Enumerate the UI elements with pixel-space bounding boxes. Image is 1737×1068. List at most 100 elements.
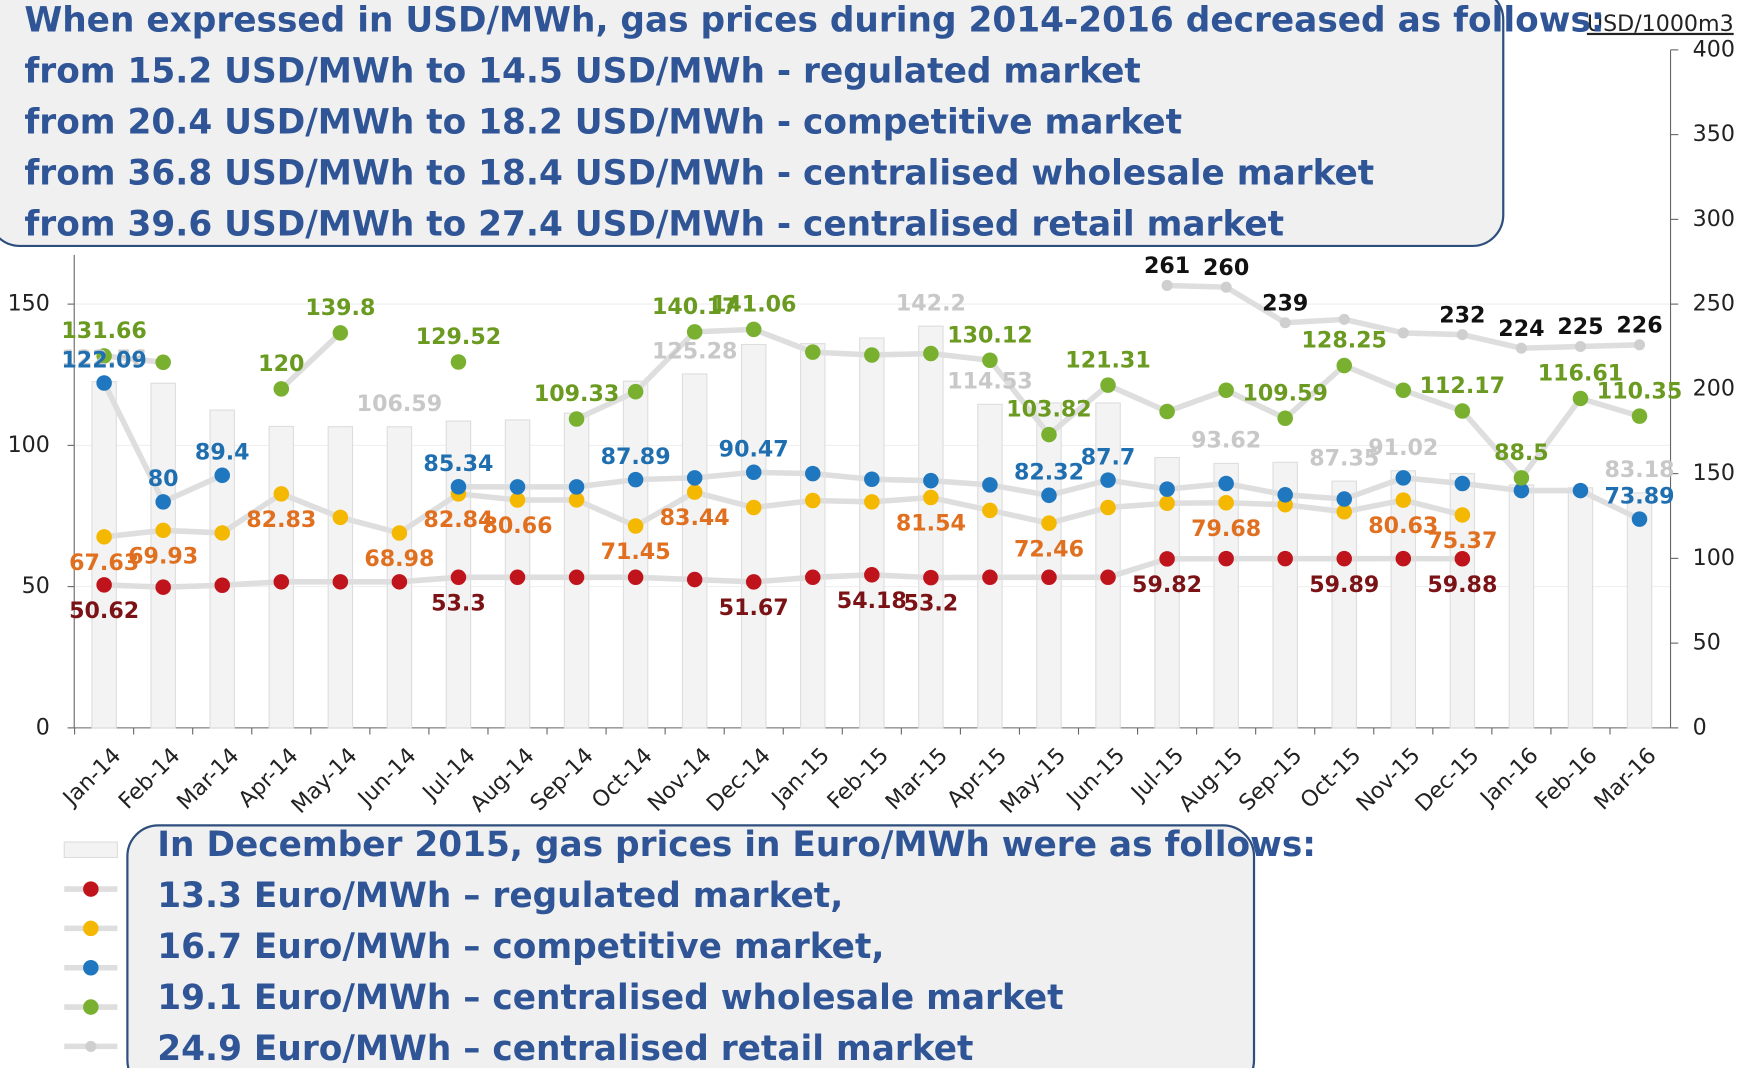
point — [1100, 499, 1116, 516]
data-label: 260 — [1203, 255, 1249, 281]
point — [1631, 408, 1648, 424]
series-line — [103, 489, 1464, 540]
y-tick-label: 50 — [22, 573, 50, 599]
data-label: 82.32 — [1014, 460, 1084, 486]
point — [450, 479, 467, 495]
point — [214, 577, 230, 593]
point — [273, 486, 290, 502]
point — [1336, 550, 1353, 567]
data-label: 83.18 — [1604, 457, 1674, 483]
point — [273, 381, 290, 397]
point — [568, 411, 585, 427]
data-label: 112.17 — [1420, 373, 1505, 399]
data-label: 53.3 — [431, 590, 486, 616]
data-label: 109.59 — [1242, 380, 1327, 406]
point — [1336, 491, 1353, 507]
x-tick-label: Jan-16 — [1474, 743, 1544, 813]
data-label: 83.44 — [660, 505, 730, 531]
x-tick-label: Mar-15 — [881, 743, 953, 816]
x-tick-label: Jun-14 — [352, 743, 422, 813]
y2-axis-label: USD/1000m3 — [1587, 11, 1734, 37]
point — [214, 467, 230, 484]
bar — [918, 325, 944, 729]
y-tick-label: 100 — [8, 432, 50, 458]
data-label: 224 — [1498, 316, 1544, 342]
point — [1041, 569, 1057, 586]
point — [1336, 357, 1353, 374]
point — [923, 569, 939, 586]
point — [96, 577, 112, 593]
bottom-note-line: In December 2015, gas prices in Euro/MWh… — [157, 825, 1316, 865]
top-note-box — [0, 0, 1505, 248]
point — [1574, 340, 1587, 353]
data-label: 120 — [258, 351, 304, 377]
bottom-note-line: 19.1 Euro/MWh – centralised wholesale ma… — [157, 978, 1063, 1018]
data-label: 69.93 — [128, 543, 198, 569]
data-label: 226 — [1616, 312, 1662, 338]
x-tick-label: Jan-14 — [57, 743, 127, 813]
point — [1336, 504, 1353, 520]
y2-tick-label: 150 — [1693, 460, 1735, 486]
point — [1454, 475, 1471, 492]
data-label: 82.83 — [246, 507, 316, 533]
data-label: 53.2 — [904, 591, 959, 617]
data-label: 121.31 — [1065, 347, 1150, 373]
top-note-line: from 15.2 USD/MWh to 14.5 USD/MWh - regu… — [24, 52, 1140, 92]
data-label: 80.66 — [482, 513, 552, 539]
data-label: 59.88 — [1427, 572, 1497, 598]
point — [1277, 487, 1293, 503]
point — [745, 574, 762, 590]
x-tick-label: Aug-14 — [465, 743, 540, 818]
point — [568, 479, 585, 495]
legend-marker — [83, 920, 99, 937]
x-tick-label: Nov-14 — [643, 743, 717, 817]
bar — [150, 382, 176, 729]
point — [1277, 410, 1293, 427]
x-tick-label: Dec-14 — [702, 743, 776, 817]
data-label: 139.8 — [305, 295, 375, 321]
data-label: 106.59 — [357, 391, 442, 417]
point — [1513, 482, 1530, 499]
point — [627, 569, 644, 586]
point — [1041, 487, 1057, 504]
bar — [1036, 402, 1062, 729]
point — [273, 574, 290, 590]
bar — [859, 337, 885, 729]
point — [568, 569, 585, 586]
y2-tick-label: 350 — [1693, 121, 1735, 147]
data-label: 109.33 — [534, 381, 619, 407]
point — [923, 489, 939, 506]
data-label: 59.82 — [1132, 572, 1202, 598]
data-label: 91.02 — [1368, 435, 1438, 461]
legend-swatch — [63, 841, 118, 859]
data-label: 128.25 — [1302, 328, 1387, 354]
point — [627, 383, 644, 400]
data-label: 51.67 — [719, 595, 789, 621]
point — [1218, 475, 1234, 492]
point — [1454, 550, 1471, 567]
point — [155, 579, 171, 595]
y2-tick-label: 250 — [1693, 291, 1735, 317]
legend-marker — [83, 881, 99, 897]
point — [982, 569, 998, 586]
y2-tick-label: 400 — [1693, 36, 1735, 62]
point — [982, 352, 998, 369]
data-label: 68.98 — [364, 546, 434, 572]
x-tick-label: Aug-15 — [1174, 743, 1249, 818]
bar — [1508, 484, 1535, 729]
data-label: 87.89 — [601, 444, 671, 470]
data-label: 82.84 — [423, 507, 493, 533]
x-tick-label: Sep-14 — [525, 743, 598, 816]
bottom-note-line: 16.7 Euro/MWh – competitive market, — [157, 927, 884, 967]
data-label: 50.62 — [69, 598, 139, 624]
point — [1100, 472, 1116, 488]
point — [1395, 382, 1412, 399]
point — [1515, 342, 1527, 354]
point — [1572, 482, 1589, 499]
data-label: 72.46 — [1014, 536, 1084, 562]
bottom-note-box — [126, 824, 1256, 1068]
data-label: 103.82 — [1006, 397, 1091, 423]
point — [805, 344, 821, 360]
data-label: 232 — [1439, 302, 1485, 328]
